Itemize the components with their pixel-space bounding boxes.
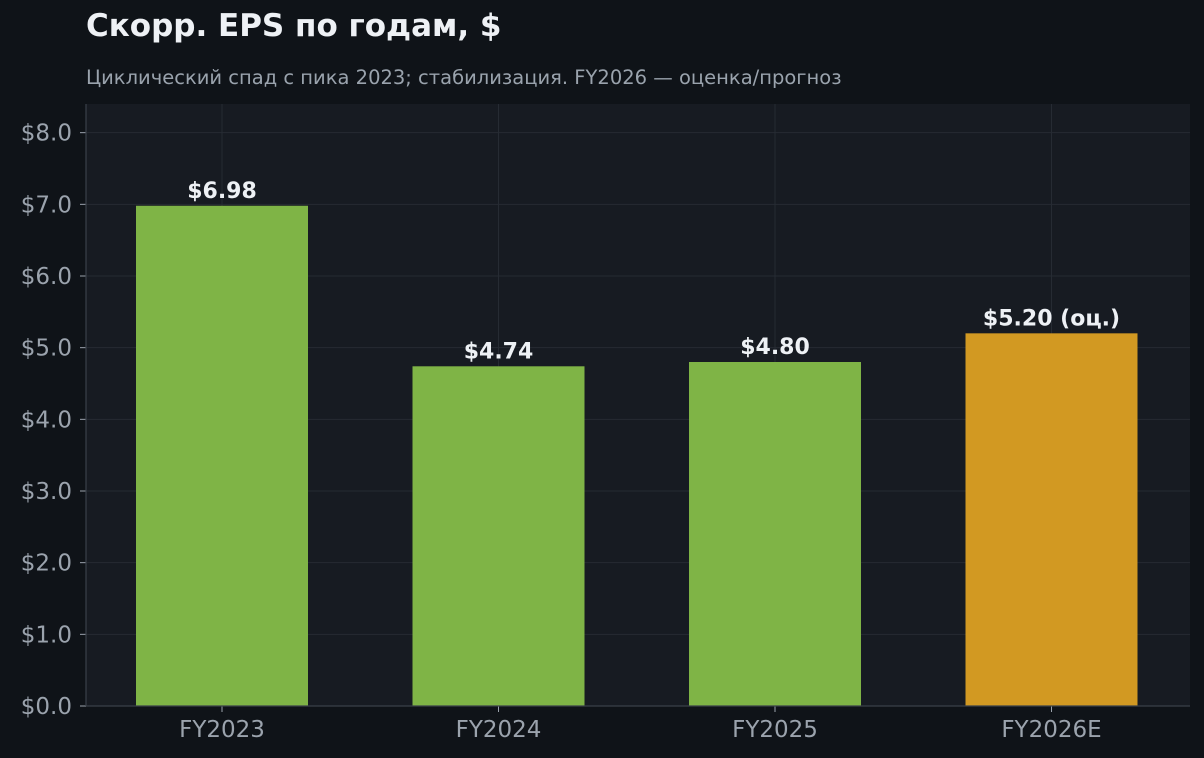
y-tick-label: $2.0 [21,551,72,577]
x-tick-label: FY2026E [1001,717,1101,743]
chart-title: Скорр. EPS по годам, $ [86,8,502,44]
x-tick-label: FY2025 [732,717,818,743]
labels: $0.0 $1.0 $2.0 $3.0 $4.0 $5.0 $6.0 $7.0 $8.0 $6.9… [21,121,1120,743]
y-tick-label: $7.0 [21,192,72,218]
bar-fy2023 [136,205,308,706]
y-tick-label: $4.0 [21,407,72,433]
y-tick-label: $5.0 [21,336,72,362]
bar-fy2026e [965,333,1138,706]
bars [136,205,1138,706]
chart-subtitle: Циклический спад с пика 2023; стабилизац… [86,66,842,89]
y-tick-label: $6.0 [21,264,72,290]
x-tick-label: FY2023 [179,717,265,743]
axes [80,104,1190,712]
bar-fy2025 [689,362,861,706]
bar-value-label: $4.74 [464,339,534,364]
y-tick-label: $0.0 [21,694,72,720]
bar-value-label: $5.20 (оц.) [983,306,1120,331]
y-tick-label: $1.0 [21,622,72,648]
y-tick-label: $8.0 [21,121,72,147]
bar-fy2024 [412,366,585,706]
bar-value-label: $4.80 [740,335,810,360]
y-tick-label: $3.0 [21,479,72,505]
x-tick-label: FY2024 [456,717,542,743]
bar-value-label: $6.98 [187,179,257,204]
